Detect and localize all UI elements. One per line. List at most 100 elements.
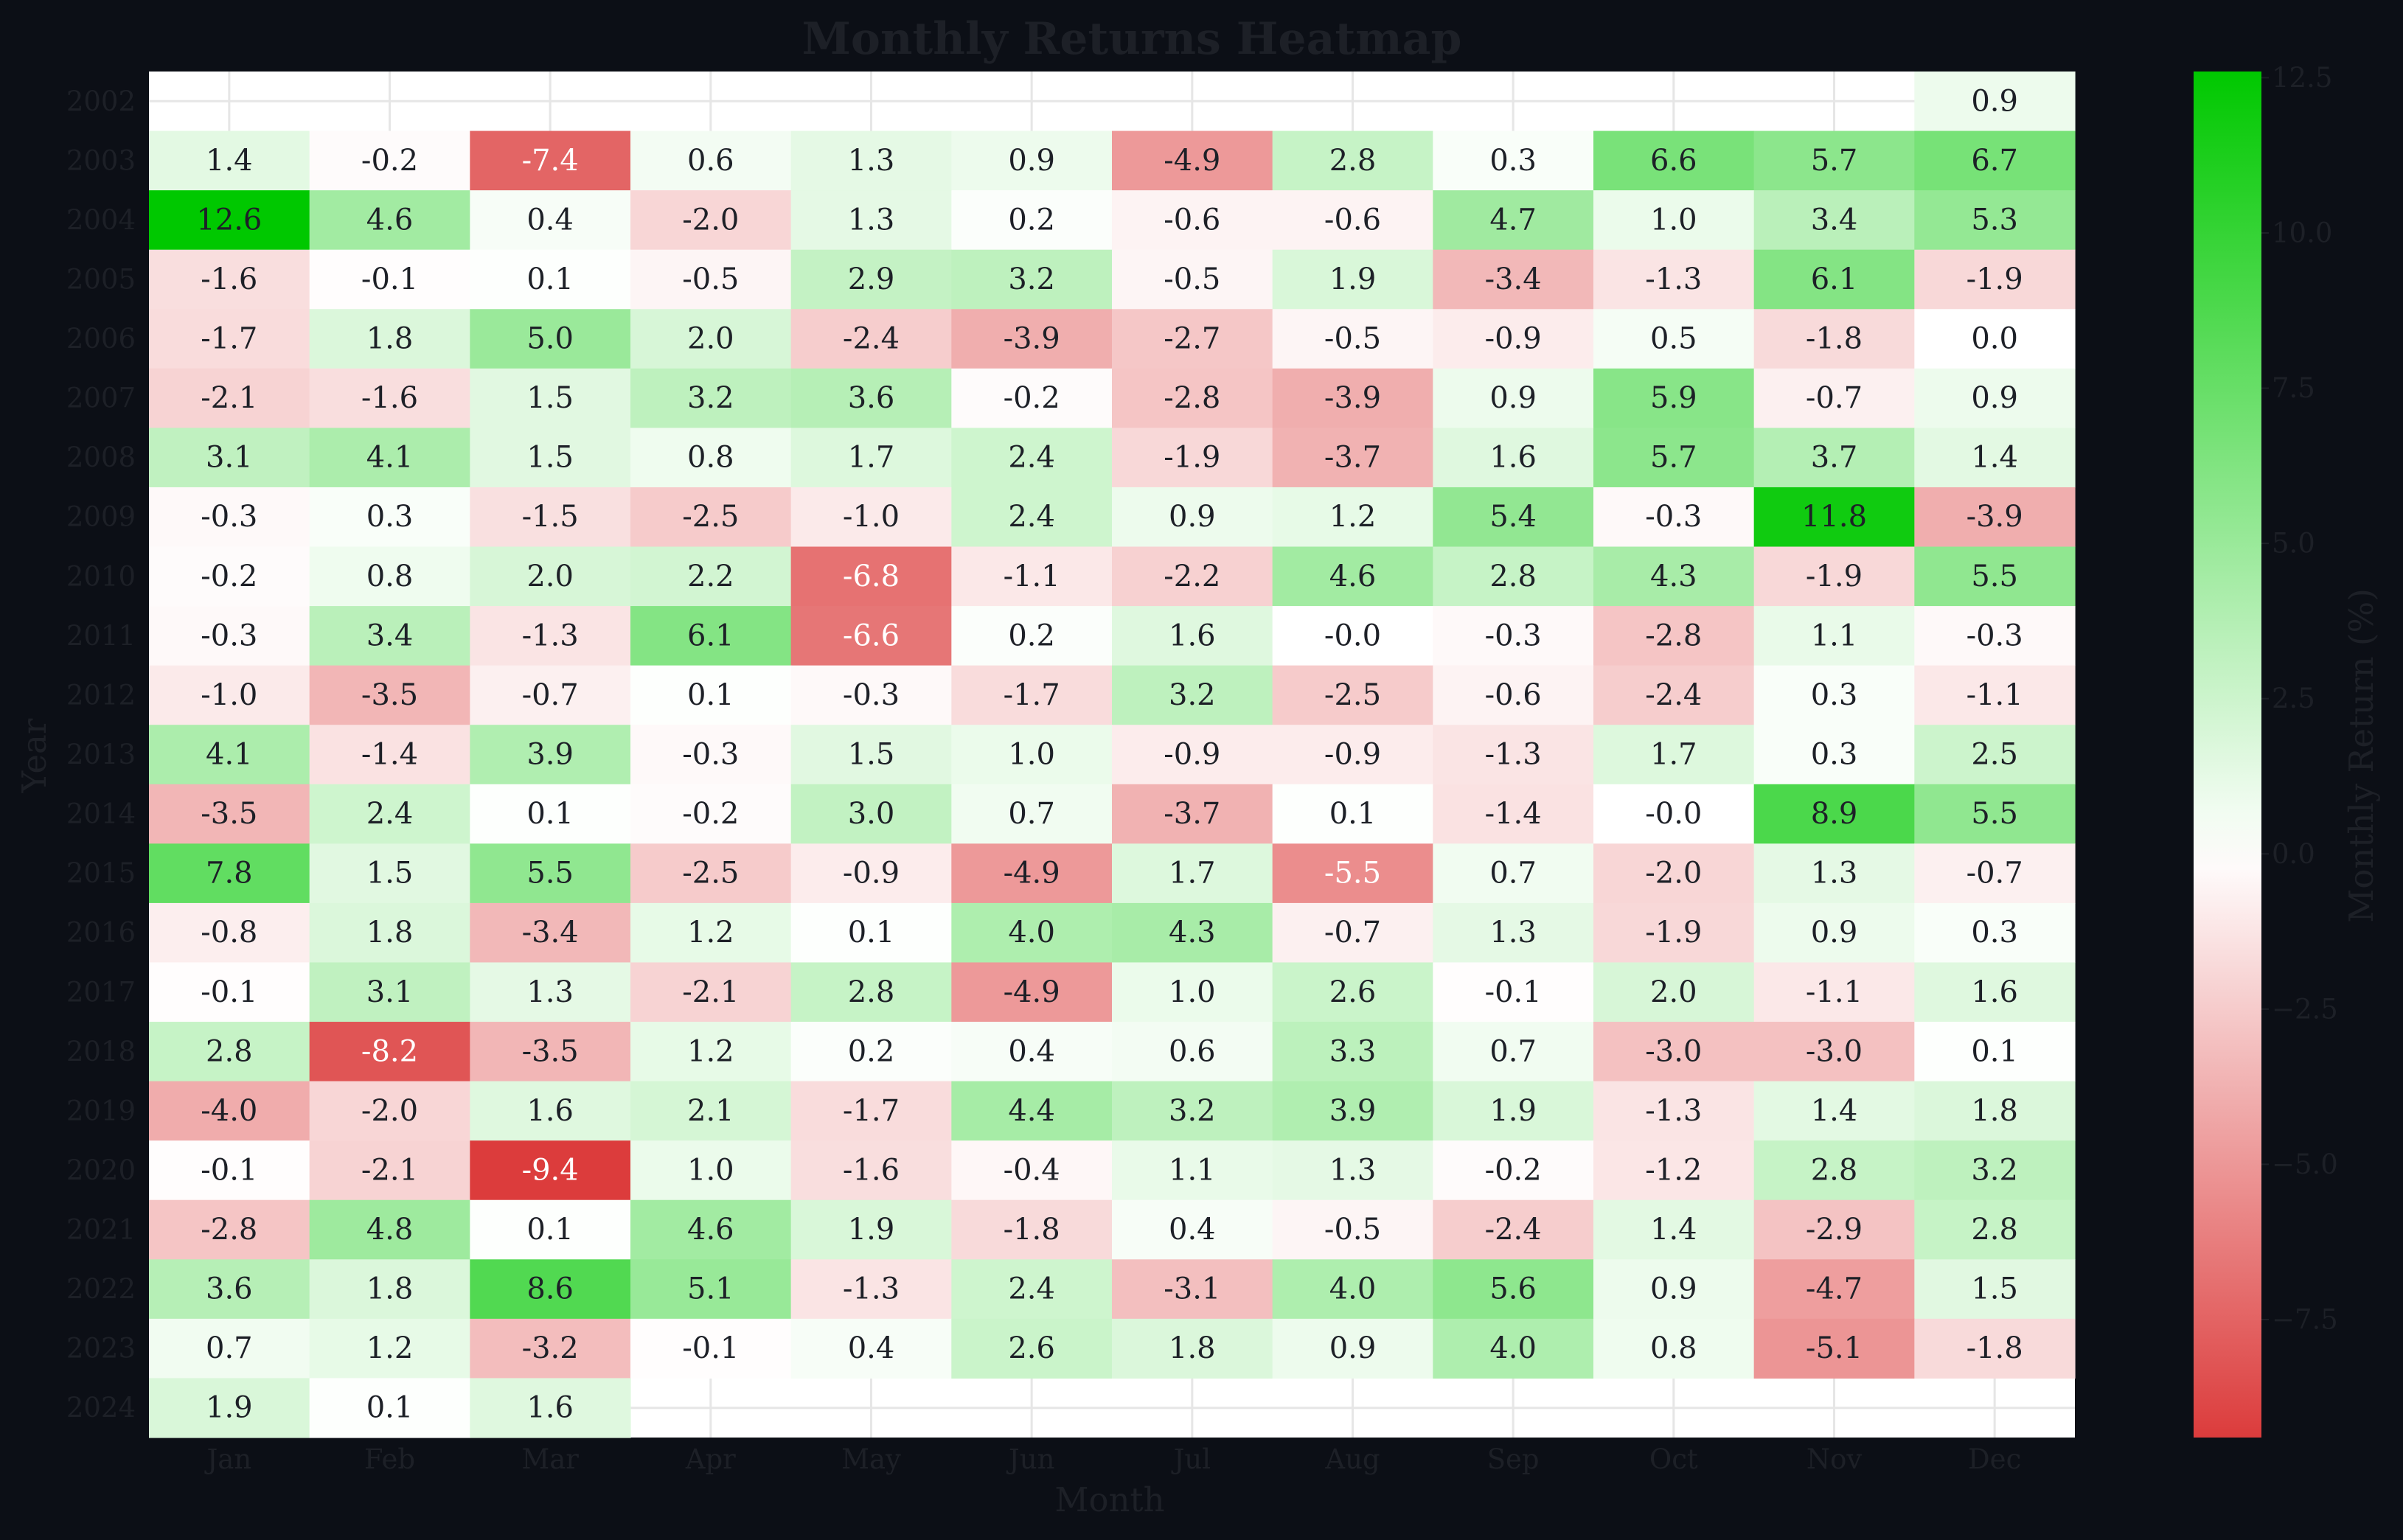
heatmap-cell-2007-nov: [1753, 368, 1915, 428]
cell-value-label: 2.9: [848, 262, 895, 296]
heatmap-cell-2014-jul: [1112, 784, 1273, 844]
y-tick-label: 2018: [66, 1036, 136, 1067]
heatmap-cell-2020-jan: [149, 1140, 310, 1201]
y-tick-label: 2003: [66, 144, 136, 176]
heatmap-cell-2020-feb: [309, 1140, 470, 1201]
x-tick-label: Mar: [521, 1443, 579, 1475]
colorbar-tick-label: 12.5: [2272, 62, 2332, 94]
heatmap-cell-2017-may: [790, 962, 952, 1022]
heatmap-cell-2014-mar: [470, 784, 631, 844]
heatmap-cell-2021-jul: [1112, 1199, 1273, 1260]
heatmap-cell-2012-oct: [1593, 665, 1755, 725]
heatmap-cell-2012-jan: [149, 665, 310, 725]
heatmap-cell-2016-aug: [1272, 902, 1433, 964]
heatmap-cell-2012-sep: [1433, 665, 1594, 725]
heatmap-cell-2013-aug: [1272, 725, 1433, 785]
cell-value-label: -0.6: [1324, 203, 1381, 237]
cell-value-label: -6.8: [843, 560, 900, 593]
heatmap-cell-2013-mar: [470, 725, 631, 785]
heatmap-cell-2023-jul: [1112, 1318, 1273, 1379]
heatmap-cell-2013-jan: [149, 725, 310, 785]
heatmap-cell-2004-oct: [1593, 190, 1755, 251]
heatmap-cell-2018-dec: [1914, 1022, 2076, 1082]
cell-value-label: -1.6: [201, 262, 257, 296]
heatmap-cell-2014-nov: [1753, 784, 1915, 844]
heatmap-cell-2023-apr: [630, 1318, 792, 1379]
heatmap-cell-2005-jul: [1112, 249, 1273, 310]
cell-value-label: -0.6: [1485, 678, 1542, 712]
cell-value-label: 6.6: [1650, 144, 1697, 178]
colorbar-tick-label: −5.0: [2272, 1149, 2338, 1180]
heatmap-cell-2018-nov: [1753, 1022, 1915, 1082]
cell-value-label: 0.0: [1971, 322, 2018, 356]
heatmap-cell-2012-jul: [1112, 665, 1273, 725]
heatmap-cell-2011-jul: [1112, 606, 1273, 666]
x-tick-label: Sep: [1487, 1443, 1540, 1475]
cell-value-label: 1.0: [687, 1153, 734, 1187]
heatmap-cell-2007-sep: [1433, 368, 1594, 428]
cell-value-label: 6.1: [687, 619, 734, 652]
cell-value-label: 0.5: [1650, 322, 1697, 356]
cell-value-label: 4.3: [1169, 916, 1216, 950]
cell-value-label: -2.8: [201, 1213, 257, 1247]
cell-value-label: 0.7: [1489, 857, 1537, 891]
cell-value-label: 1.4: [1650, 1213, 1697, 1247]
cell-value-label: 0.9: [1811, 916, 1858, 950]
heatmap-cell-2012-feb: [309, 665, 470, 725]
heatmap-cell-2005-dec: [1914, 249, 2076, 310]
cell-value-label: 4.0: [1329, 1272, 1377, 1306]
cell-value-label: -0.1: [361, 262, 418, 296]
cell-value-label: 3.6: [206, 1272, 253, 1306]
cell-value-label: 2.6: [1008, 1331, 1055, 1365]
cell-value-label: 4.0: [1489, 1331, 1537, 1365]
cell-value-label: 5.4: [1489, 500, 1537, 534]
heatmap-cell-2015-jul: [1112, 843, 1273, 904]
cell-value-label: 1.2: [366, 1331, 414, 1365]
cell-value-label: -2.0: [361, 1094, 418, 1128]
cell-value-label: 5.5: [526, 857, 574, 891]
colorbar-tick-label: −7.5: [2272, 1303, 2338, 1335]
cell-value-label: -7.4: [522, 144, 579, 178]
heatmap-cell-2016-jun: [951, 902, 1113, 964]
cell-value-label: -1.3: [522, 619, 579, 652]
x-tick-label: Aug: [1324, 1443, 1380, 1475]
colorbar-bar: [2194, 72, 2261, 1438]
heatmap-cell-2005-jan: [149, 249, 310, 310]
heatmap-cell-2014-feb: [309, 784, 470, 844]
heatmap-cell-2020-mar: [470, 1140, 631, 1201]
cell-value-label: 1.5: [526, 441, 574, 475]
heatmap-cell-2023-may: [790, 1318, 952, 1379]
cell-value-label: 4.4: [1008, 1094, 1055, 1128]
heatmap-cell-2008-may: [790, 428, 952, 488]
heatmap-cell-2023-nov: [1753, 1318, 1915, 1379]
cell-value-label: 1.9: [206, 1391, 253, 1425]
heatmap-cell-2021-may: [790, 1199, 952, 1260]
heatmap-cell-2014-dec: [1914, 784, 2076, 844]
heatmap-cell-2013-oct: [1593, 725, 1755, 785]
x-tick-label: Nov: [1806, 1443, 1863, 1475]
cell-value-label: 3.0: [848, 797, 895, 831]
cell-value-label: -0.7: [1324, 916, 1381, 950]
x-tick-label: Jul: [1171, 1443, 1211, 1475]
cell-value-label: 1.3: [848, 203, 895, 237]
heatmap-cell-2020-aug: [1272, 1140, 1433, 1201]
heatmap-cell-2010-nov: [1753, 546, 1915, 607]
heatmap-cell-2017-sep: [1433, 962, 1594, 1022]
heatmap-cell-2020-sep: [1433, 1140, 1594, 1201]
cell-value-label: 1.7: [1169, 857, 1216, 891]
cell-value-label: -2.2: [1164, 560, 1220, 593]
y-tick-label: 2022: [66, 1273, 136, 1305]
cell-value-label: 1.5: [1971, 1272, 2018, 1306]
cell-value-label: 0.3: [1811, 678, 1858, 712]
heatmap-cell-2010-dec: [1914, 546, 2076, 607]
x-tick-labels: Jan Feb Mar Apr May Jun Jul Aug Sep Oct Nov Dec: [204, 1443, 2021, 1475]
heatmap-cell-2012-may: [790, 665, 952, 725]
heatmap-cell-2005-feb: [309, 249, 470, 310]
colorbar-tick-label: 10.0: [2272, 217, 2332, 248]
heatmap-cell-2009-feb: [309, 487, 470, 548]
heatmap-cell-2004-sep: [1433, 190, 1594, 251]
cell-value-label: -3.1: [1164, 1272, 1220, 1306]
heatmap-cell-2009-mar: [470, 487, 631, 548]
cell-value-label: 4.8: [366, 1213, 414, 1247]
cell-value-label: -1.3: [843, 1272, 900, 1306]
